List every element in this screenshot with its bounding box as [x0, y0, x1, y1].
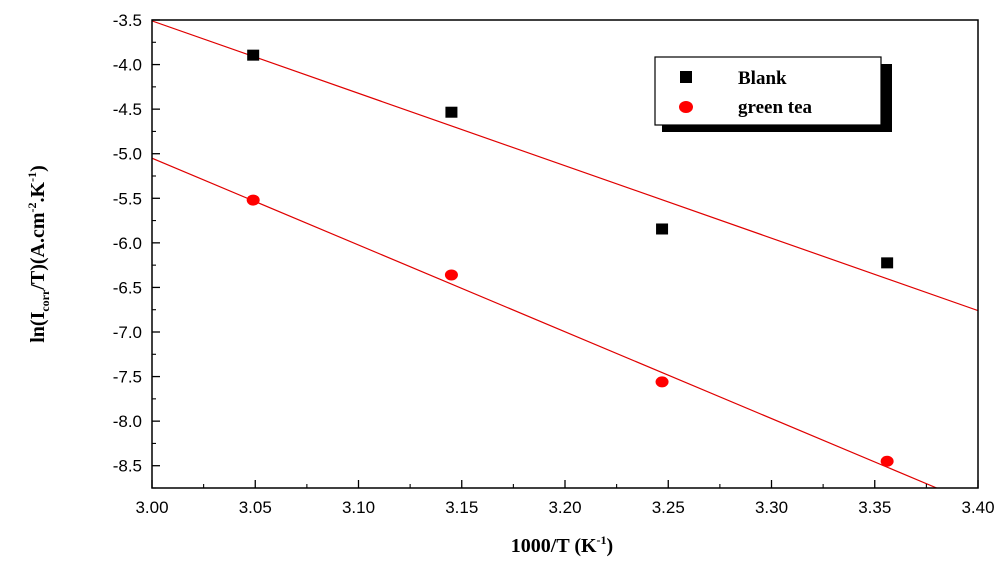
legend-marker-green-tea: [679, 101, 693, 113]
x-tick-label: 3.15: [445, 498, 478, 517]
x-tick-label: 3.35: [858, 498, 891, 517]
legend-label-green-tea: green tea: [738, 97, 813, 118]
y-tick-label: -5.5: [113, 189, 142, 208]
point-blank: [656, 223, 669, 235]
y-tick-label: -7.5: [113, 368, 142, 387]
fit-line-blank: [152, 20, 978, 312]
data-points: [246, 49, 894, 467]
x-tick-label: 3.00: [135, 498, 168, 517]
legend-box: [654, 56, 882, 126]
x-tick-label: 3.05: [239, 498, 272, 517]
point-blank: [881, 257, 894, 269]
point-green-tea: [655, 376, 669, 388]
x-tick-label: 3.10: [342, 498, 375, 517]
y-axis-title: ln(Icorr/T)(A.cm-2.K-1): [25, 165, 52, 343]
y-tick-label: -3.5: [113, 11, 142, 30]
point-blank: [445, 106, 458, 118]
x-tick-label: 3.20: [548, 498, 581, 517]
fit-lines: [152, 20, 978, 488]
x-axis: 3.00 3.05 3.10 3.15 3.20 3.25 3.30 3.35 3.40: [135, 480, 995, 517]
x-tick-label: 3.25: [652, 498, 685, 517]
legend-label-blank: Blank: [738, 68, 787, 89]
point-green-tea: [880, 455, 894, 467]
y-tick-label: -5.0: [113, 145, 142, 164]
x-tick-label: 3.40: [961, 498, 994, 517]
y-tick-label: -7.0: [113, 323, 142, 342]
point-green-tea: [444, 269, 458, 281]
legend: Blank green tea: [654, 56, 892, 132]
y-tick-label: -8.5: [113, 457, 142, 476]
y-tick-label: -4.0: [113, 56, 142, 75]
point-blank: [247, 49, 260, 61]
y-axis: -3.5 -4.0 -4.5 -5.0 -5.5 -6.0 -6.5 -7.0 -7.5 -8.0…: [113, 11, 160, 489]
x-axis-title: 1000/T (K-1): [511, 533, 613, 557]
legend-marker-blank: [680, 71, 692, 83]
fit-line-green-tea: [152, 157, 937, 488]
y-tick-label: -6.0: [113, 234, 142, 253]
point-green-tea: [246, 194, 260, 206]
y-tick-label: -4.5: [113, 100, 142, 119]
x-tick-label: 3.30: [755, 498, 788, 517]
y-tick-label: -6.5: [113, 278, 142, 297]
y-tick-label: -8.0: [113, 412, 142, 431]
